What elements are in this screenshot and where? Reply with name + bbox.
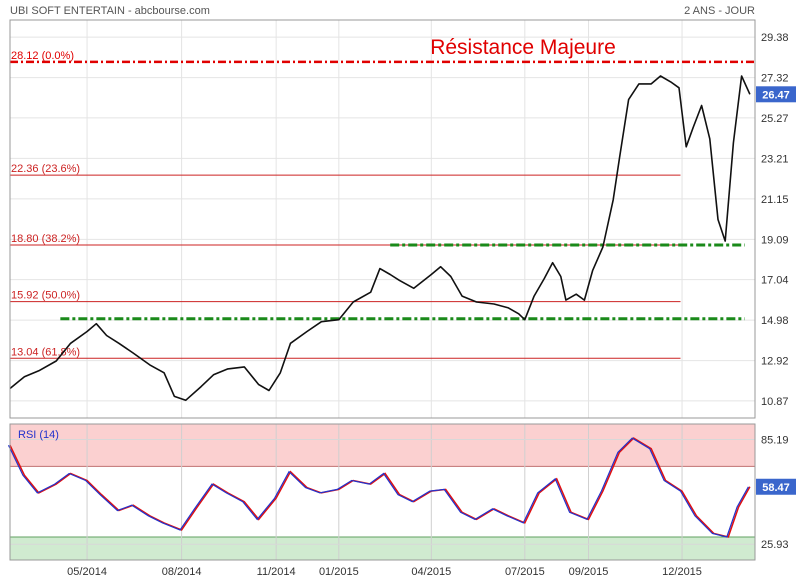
price-tick-label: 21.15 [761,194,789,206]
rsi-overbought-zone [10,424,755,467]
price-line [9,75,751,402]
fibonacci-label: 28.12 (0.0%) [11,50,74,62]
price-tick-label: 19.09 [761,234,789,246]
rsi-panel-border [9,423,756,561]
price-tick-label: 25.27 [761,113,789,125]
x-tick-label: 04/2015 [411,566,451,578]
x-tick-label: 07/2015 [505,566,545,578]
rsi-tick-label: 85.19 [761,435,789,447]
resistance-annotation: Résistance Majeure [430,36,616,59]
price-tick-label: 23.21 [761,153,789,165]
current-price-value: 26.47 [762,89,790,101]
price-tick-label: 17.04 [761,275,789,287]
x-tick-label: 09/2015 [569,566,609,578]
chart-period: 2 ANS - JOUR [684,5,755,17]
current-price-badge [756,86,796,103]
price-panel-bg [10,20,755,418]
fibonacci-label: 15.92 (50.0%) [11,290,80,302]
price-tick-label: 10.87 [761,396,789,408]
chart-title: UBI SOFT ENTERTAIN - abcbourse.com [10,5,210,17]
x-tick-label: 05/2014 [67,566,107,578]
x-tick-label: 01/2015 [319,566,359,578]
rsi-oversold-zone [10,537,755,560]
rsi-label: RSI (14) [18,429,59,441]
price-panel-border [9,19,756,419]
price-tick-label: 12.92 [761,356,789,368]
price-tick-label: 27.32 [761,73,789,85]
current-rsi-badge [756,478,796,495]
rsi-signal-line [9,437,751,538]
rsi-tick-label: 25.93 [761,539,789,551]
fibonacci-label: 18.80 (38.2%) [11,233,80,245]
price-tick-label: 14.98 [761,315,789,327]
fibonacci-label: 13.04 (61.8%) [11,346,80,358]
price-tick-label: 29.38 [761,32,789,44]
current-rsi-value: 58.47 [762,482,790,494]
x-tick-label: 08/2014 [162,566,202,578]
x-tick-label: 12/2015 [662,566,702,578]
fibonacci-label: 22.36 (23.6%) [11,163,80,175]
x-tick-label: 11/2014 [257,566,296,578]
rsi-line [7,437,749,538]
